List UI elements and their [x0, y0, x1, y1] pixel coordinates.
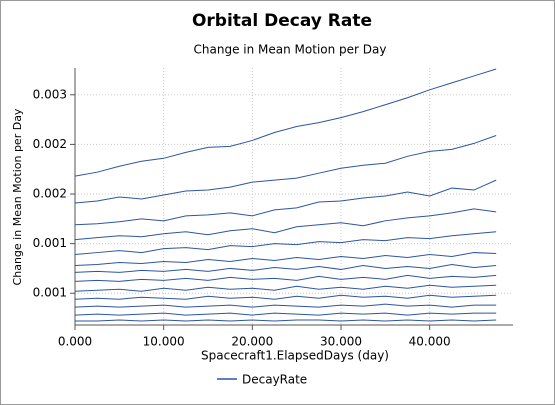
data-line: [74, 284, 497, 292]
data-line: [74, 274, 497, 282]
x-tick-label: 10.000: [143, 335, 185, 349]
y-tick-label: 0.001: [33, 286, 67, 300]
data-line: [74, 231, 497, 256]
chart-subtitle: Change in Mean Motion per Day: [194, 43, 387, 57]
y-tick-label: 0.002: [33, 137, 67, 151]
x-tick-label: 30.000: [320, 335, 362, 349]
data-line: [75, 319, 497, 322]
data-line: [74, 179, 497, 226]
x-tick-label: 20.000: [231, 335, 273, 349]
y-axis-label: Change in Mean Motion per Day: [11, 108, 24, 285]
data-line: [74, 208, 497, 241]
legend-label: DecayRate: [242, 373, 307, 387]
data-line: [74, 68, 497, 177]
y-tick-label: 0.003: [33, 87, 67, 101]
data-line: [74, 312, 497, 316]
data-line: [74, 303, 497, 308]
y-tick-label: 0.002: [33, 187, 67, 201]
x-axis-label: Spacecraft1.ElapsedDays (day): [201, 349, 389, 363]
y-tick-label: 0.001: [33, 236, 67, 250]
x-tick-label: 0.000: [58, 335, 92, 349]
chart-title: Orbital Decay Rate: [192, 11, 372, 31]
data-line: [74, 263, 497, 273]
data-line: [74, 252, 497, 266]
x-tick-label: 40.000: [409, 335, 451, 349]
data-line: [74, 294, 497, 300]
data-line: [74, 135, 497, 204]
